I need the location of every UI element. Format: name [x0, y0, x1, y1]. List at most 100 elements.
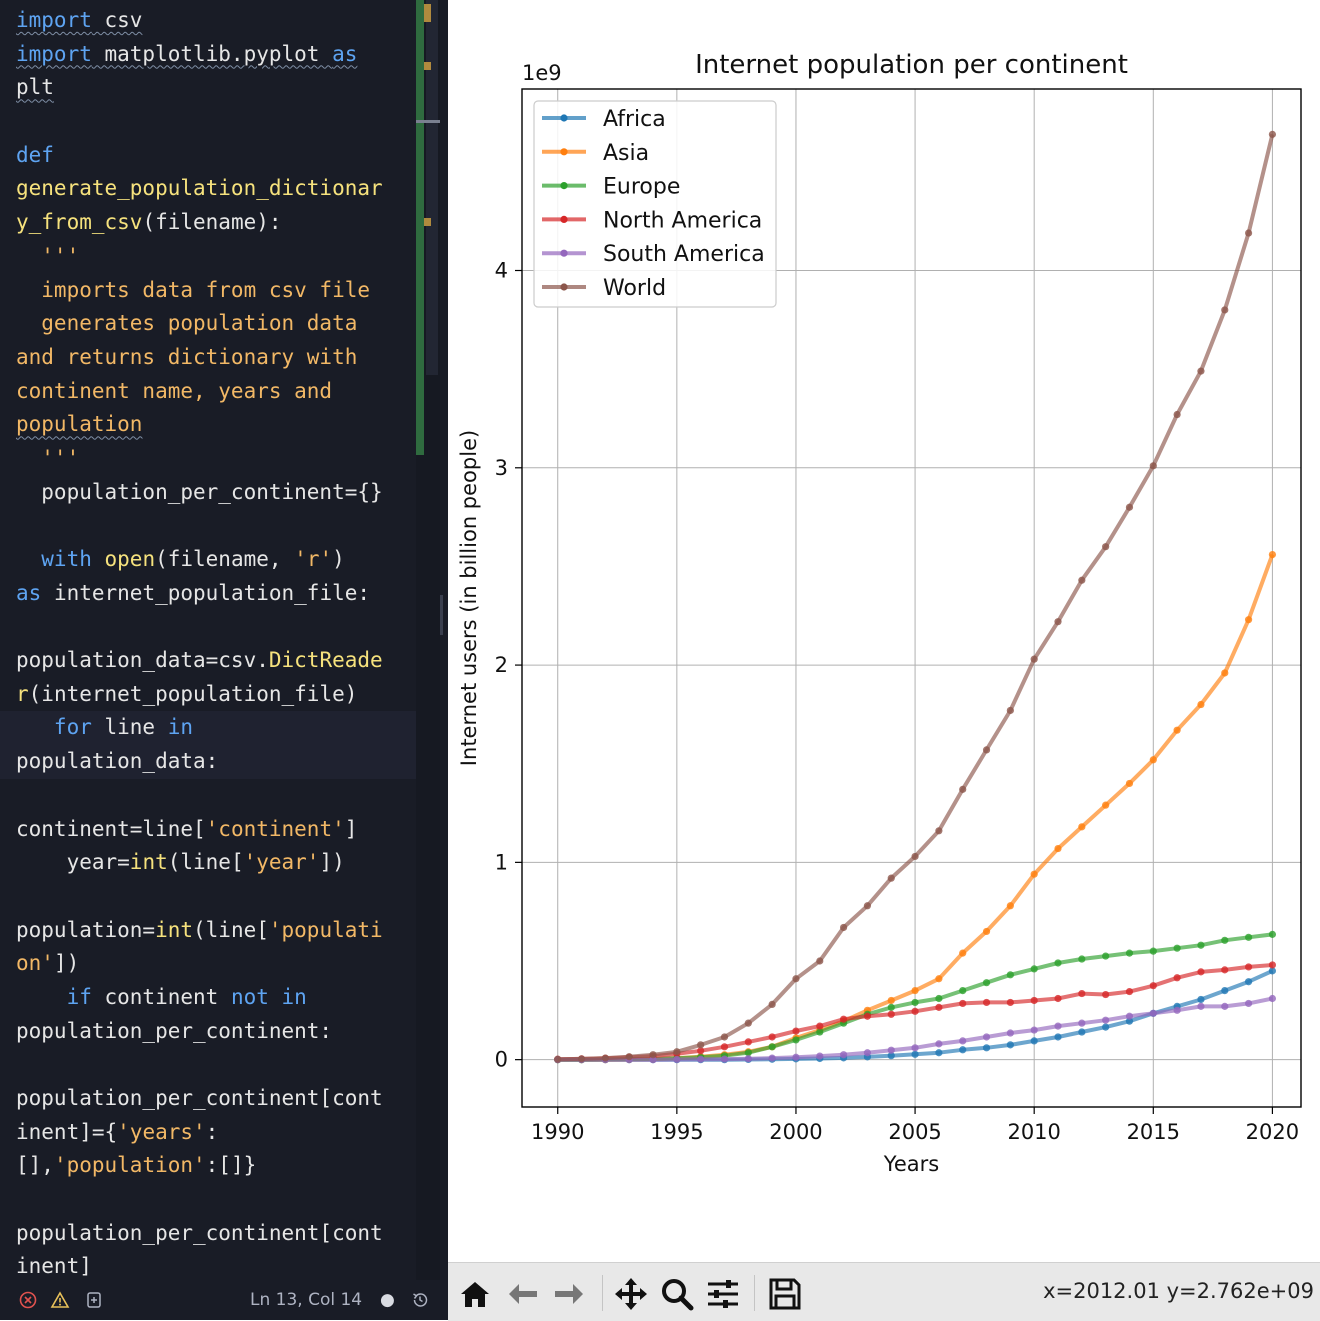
- code-token: 'year': [243, 850, 320, 875]
- data-point: [1268, 967, 1277, 975]
- code-line[interactable]: [],'population':[]}: [16, 1149, 412, 1183]
- code-line[interactable]: y_from_csv(filename):: [16, 206, 412, 240]
- code-token: ): [332, 547, 345, 571]
- home-icon[interactable]: [458, 1277, 492, 1311]
- data-point: [887, 1046, 895, 1054]
- data-point: [1244, 933, 1253, 941]
- forward-arrow-icon[interactable]: [552, 1277, 586, 1311]
- data-point: [959, 987, 967, 995]
- code-line[interactable]: population: [16, 408, 412, 442]
- data-point: [792, 1053, 800, 1061]
- data-point: [1125, 949, 1134, 957]
- code-line[interactable]: import csv: [16, 4, 412, 38]
- data-point: [911, 1050, 919, 1058]
- code-token: line: [91, 715, 168, 740]
- save-icon[interactable]: [768, 1277, 802, 1311]
- code-line[interactable]: population_per_continent[cont: [16, 1082, 412, 1116]
- code-line[interactable]: generate_population_dictionar: [16, 172, 412, 206]
- code-line[interactable]: as internet_population_file:: [16, 577, 412, 611]
- code-token: population_per_continent[cont: [16, 1220, 383, 1245]
- code-token: population: [16, 412, 143, 437]
- data-point: [1054, 959, 1062, 967]
- error-icon[interactable]: [18, 1290, 38, 1315]
- data-point: [1221, 987, 1229, 995]
- zoom-icon[interactable]: [660, 1277, 694, 1311]
- legend-box: [533, 100, 777, 308]
- code-line[interactable]: [16, 1048, 412, 1082]
- code-token: :[]}: [205, 1153, 257, 1178]
- code-line[interactable]: if continent not in: [16, 981, 412, 1015]
- code-editor[interactable]: import csv import matplotlib.pyplot as plt…: [0, 0, 448, 1320]
- code-token: (line[: [193, 917, 269, 942]
- code-line[interactable]: and returns dictionary with: [16, 341, 412, 375]
- data-point: [1221, 1002, 1229, 1010]
- warning-icon[interactable]: [50, 1290, 70, 1315]
- cursor-position[interactable]: Ln 13, Col 14: [250, 1290, 363, 1310]
- data-point: [1054, 994, 1062, 1003]
- plot-window[interactable]: 1990 1995 2000 2005 2010 2015 2020 0 1 2 3 4 Interne…: [448, 0, 1320, 1262]
- data-point: [911, 1007, 919, 1015]
- code-token: population=: [16, 917, 156, 942]
- code-token: in: [167, 715, 194, 740]
- configure-icon[interactable]: [706, 1277, 740, 1311]
- data-point: [1268, 930, 1277, 938]
- code-line[interactable]: [16, 610, 412, 644]
- code-line[interactable]: with open(filename, 'r'): [16, 543, 412, 577]
- code-line[interactable]: year=int(line['year']): [16, 846, 412, 880]
- data-point: [1197, 1002, 1205, 1010]
- code-line[interactable]: ''': [16, 442, 412, 476]
- y-tick-label: 3: [495, 456, 508, 480]
- code-token: int: [155, 917, 194, 942]
- code-line[interactable]: import matplotlib.pyplot as: [16, 38, 412, 72]
- code-line[interactable]: ''': [16, 240, 412, 274]
- code-line[interactable]: inent]: [16, 1250, 412, 1284]
- code-line[interactable]: def: [16, 139, 412, 173]
- data-point: [744, 1019, 752, 1027]
- code-line[interactable]: r(internet_population_file): [16, 678, 412, 712]
- info-icon[interactable]: [84, 1290, 104, 1315]
- code-line[interactable]: imports data from csv file: [16, 274, 412, 308]
- data-point: [720, 1055, 729, 1063]
- code-area[interactable]: import csv import matplotlib.pyplot as plt…: [0, 4, 428, 1284]
- code-line[interactable]: population_per_continent={}: [16, 476, 412, 510]
- code-line[interactable]: [16, 105, 412, 139]
- code-line[interactable]: on']): [16, 947, 412, 981]
- code-line[interactable]: population=int(line['populati: [16, 914, 412, 948]
- code-line[interactable]: population_per_continent:: [16, 1015, 412, 1049]
- split-pane-handle[interactable]: [440, 595, 443, 635]
- x-tick-label: 1990: [531, 1120, 584, 1144]
- data-point: [863, 902, 872, 910]
- data-point: [1006, 998, 1014, 1007]
- history-icon[interactable]: [410, 1290, 430, 1315]
- code-line[interactable]: population_data:: [0, 745, 428, 779]
- code-line[interactable]: population_per_continent[cont: [16, 1217, 412, 1251]
- code-line[interactable]: continent name, years and: [16, 375, 412, 409]
- code-line[interactable]: for line in: [0, 711, 428, 746]
- code-line[interactable]: generates population data: [16, 307, 412, 341]
- pan-icon[interactable]: [614, 1277, 648, 1311]
- back-arrow-icon[interactable]: [506, 1277, 540, 1311]
- axes-frame: [521, 88, 1302, 1108]
- code-line[interactable]: plt: [16, 71, 412, 105]
- data-point: [959, 1046, 967, 1054]
- code-line[interactable]: inent]={'years':: [16, 1116, 412, 1150]
- data-point: [649, 1051, 657, 1059]
- code-line[interactable]: [16, 880, 412, 914]
- minimap-scroll-thumb[interactable]: [416, 120, 440, 123]
- data-point: [1149, 756, 1157, 764]
- code-line[interactable]: [16, 509, 412, 543]
- data-point: [935, 827, 943, 835]
- code-token: generates population data: [16, 311, 358, 336]
- code-line[interactable]: population_data=csv.DictReade: [16, 644, 412, 678]
- code-token: internet_population_file:: [41, 580, 371, 605]
- code-line[interactable]: [16, 779, 412, 813]
- code-token: not: [230, 984, 269, 1009]
- code-token: ''': [16, 243, 80, 268]
- data-point: [1006, 971, 1014, 979]
- code-line[interactable]: continent=line['continent']: [16, 813, 412, 847]
- chart-canvas[interactable]: 1990 1995 2000 2005 2010 2015 2020 0 1 2 3 4 Interne…: [448, 0, 1320, 1262]
- code-token: and returns dictionary with: [16, 344, 358, 369]
- code-token: 'populati: [268, 917, 383, 942]
- data-point: [744, 1055, 752, 1063]
- code-line[interactable]: [16, 1183, 412, 1217]
